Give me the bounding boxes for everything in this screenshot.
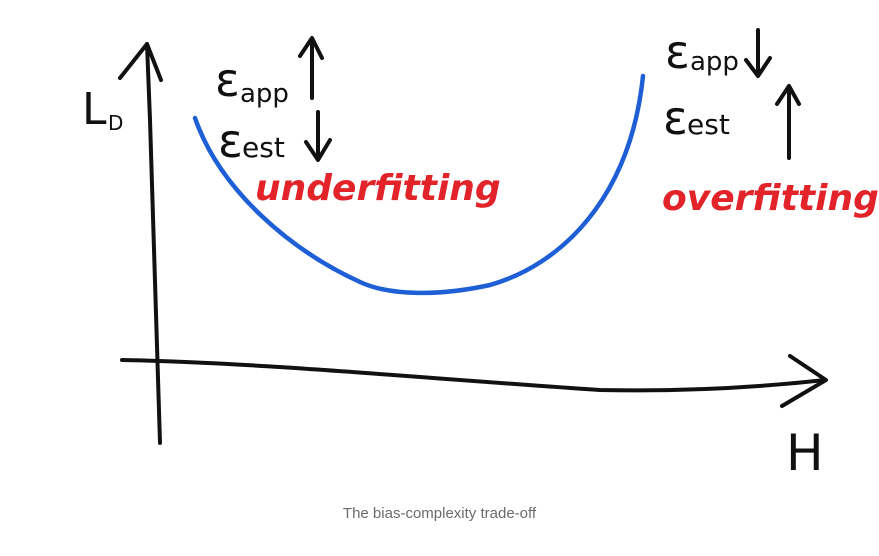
- x-axis-arrowhead: [780, 354, 828, 408]
- overfitting-label: overfitting: [662, 178, 879, 219]
- left-eps-est-subscript: est: [242, 131, 285, 164]
- figure-caption: The bias-complexity trade-off: [342, 505, 537, 522]
- left-eps-app-symbol: ε: [215, 53, 240, 107]
- right-eps-est-symbol: ε: [663, 91, 688, 145]
- underfitting-label: underfitting: [255, 168, 501, 209]
- right-eps-est-subscript: est: [687, 108, 730, 141]
- arrow-down-icon: [304, 110, 332, 162]
- bias-complexity-diagram: L D H ε app ε est underfitting ε app ε e…: [82, 25, 879, 482]
- y-axis-label-subscript: D: [108, 111, 123, 135]
- right-eps-app-subscript: app: [690, 47, 739, 77]
- x-axis-label: H: [786, 424, 824, 482]
- arrow-up-icon: [775, 84, 801, 160]
- y-axis-label: L: [82, 84, 107, 135]
- left-eps-app-subscript: app: [240, 79, 289, 109]
- loss-curve: [192, 73, 646, 296]
- arrow-down-icon: [744, 28, 772, 78]
- y-axis-arrowhead: [118, 42, 163, 82]
- arrow-up-icon: [298, 36, 324, 100]
- right-eps-app-symbol: ε: [665, 25, 690, 79]
- left-eps-est-symbol: ε: [218, 114, 243, 168]
- y-axis: [145, 42, 162, 445]
- x-axis: [120, 358, 827, 393]
